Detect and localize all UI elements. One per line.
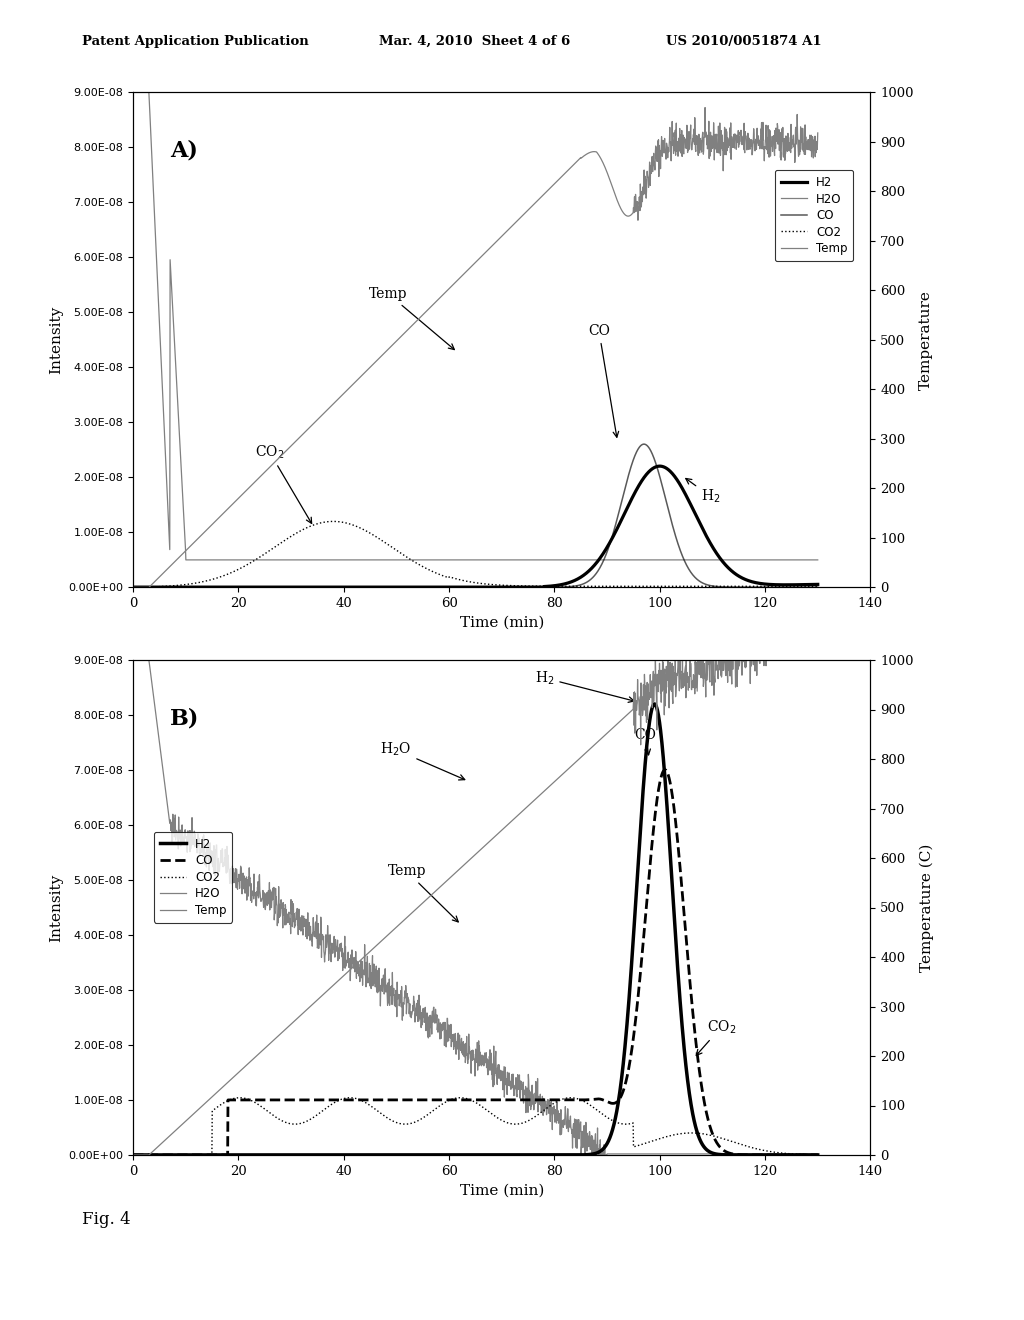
Text: CO: CO [635,729,656,755]
X-axis label: Time (min): Time (min) [460,615,544,630]
X-axis label: Time (min): Time (min) [460,1183,544,1197]
Legend: H2, H2O, CO, CO2, Temp: H2, H2O, CO, CO2, Temp [775,170,853,261]
Y-axis label: Temperature (C): Temperature (C) [920,843,934,972]
Text: Fig. 4: Fig. 4 [82,1210,130,1228]
Y-axis label: Temperature: Temperature [920,290,933,389]
Text: H$_2$: H$_2$ [686,478,720,506]
Text: CO$_2$: CO$_2$ [255,444,311,524]
Text: US 2010/0051874 A1: US 2010/0051874 A1 [666,34,821,48]
Y-axis label: Intensity: Intensity [49,874,62,941]
Legend: H2, CO, CO2, H2O, Temp: H2, CO, CO2, H2O, Temp [154,832,232,923]
Text: B): B) [170,708,200,730]
Text: H$_2$O: H$_2$O [380,741,465,780]
Text: Temp: Temp [387,865,458,921]
Y-axis label: Intensity: Intensity [49,306,62,374]
Text: Temp: Temp [369,286,455,350]
Text: Patent Application Publication: Patent Application Publication [82,34,308,48]
Text: A): A) [170,140,198,162]
Text: CO$_2$: CO$_2$ [696,1018,736,1056]
Text: H$_2$: H$_2$ [535,669,634,702]
Text: Mar. 4, 2010  Sheet 4 of 6: Mar. 4, 2010 Sheet 4 of 6 [379,34,570,48]
Text: CO: CO [588,323,618,437]
